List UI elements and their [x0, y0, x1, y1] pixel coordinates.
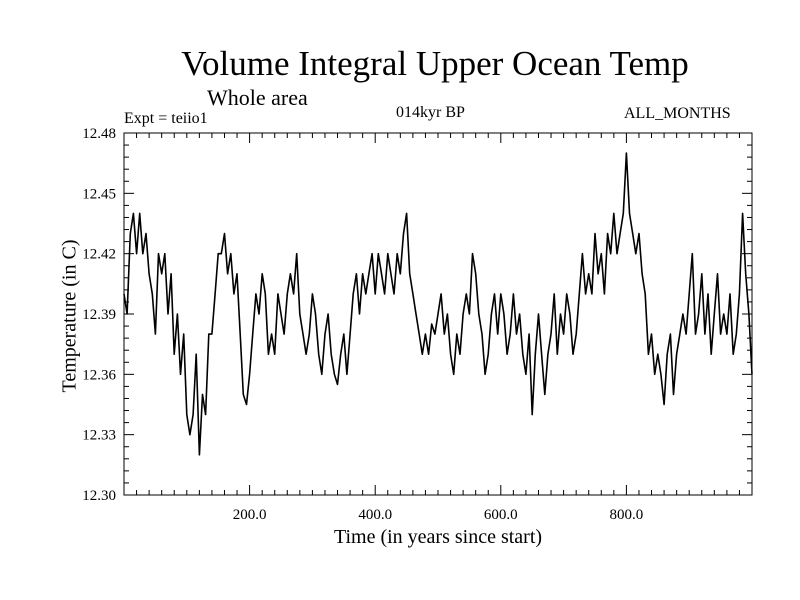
chart-title: Volume Integral Upper Ocean Temp — [181, 44, 689, 83]
chart-subtitle: Whole area — [207, 85, 308, 110]
x-axis-label: Time (in years since start) — [333, 526, 543, 548]
x-tick-label: 800.0 — [610, 507, 644, 523]
y-tick-label: 12.42 — [82, 247, 116, 263]
y-tick-label: 12.36 — [82, 367, 116, 383]
series-group — [123, 152, 753, 456]
x-tick-label: 400.0 — [358, 507, 392, 523]
axis-tick-labels: 12.30 12.33 12.36 12.39 12.42 12.45 12.48 200.0… — [82, 126, 643, 523]
series-line — [123, 152, 753, 456]
y-tick-label: 12.33 — [82, 428, 116, 444]
axis-ticks — [124, 132, 752, 496]
y-tick-label: 12.30 — [82, 488, 116, 504]
y-tick-label: 12.45 — [82, 186, 116, 202]
x-tick-label: 200.0 — [233, 507, 267, 523]
y-tick-label: 12.48 — [82, 126, 116, 142]
y-tick-label: 12.39 — [82, 307, 116, 323]
experiment-label: Expt = teiio1 — [124, 110, 208, 127]
period-label: 014kyr BP — [396, 104, 465, 121]
months-label: ALL_MONTHS — [624, 105, 731, 122]
x-tick-label: 600.0 — [484, 507, 518, 523]
